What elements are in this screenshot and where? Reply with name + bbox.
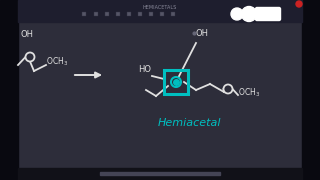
Bar [0, 0, 18, 180]
Text: Hemiacetal: Hemiacetal [158, 118, 221, 128]
Bar [100, 172, 220, 175]
FancyBboxPatch shape [255, 8, 281, 21]
Circle shape [296, 1, 302, 7]
Text: OH: OH [196, 29, 209, 38]
Text: HEMIACETALS: HEMIACETALS [143, 5, 177, 10]
Circle shape [242, 6, 257, 21]
Bar [164, 70, 188, 94]
Circle shape [26, 53, 35, 62]
Text: HO: HO [138, 65, 151, 74]
Bar [18, 168, 302, 180]
Text: OCH$_3$: OCH$_3$ [238, 87, 260, 99]
Text: OH: OH [20, 30, 33, 39]
Circle shape [171, 77, 181, 87]
Bar [302, 0, 320, 180]
Bar [18, 22, 302, 168]
Circle shape [231, 8, 243, 20]
Circle shape [223, 84, 233, 93]
Bar [18, 0, 302, 22]
Text: OCH$_3$: OCH$_3$ [46, 56, 68, 68]
